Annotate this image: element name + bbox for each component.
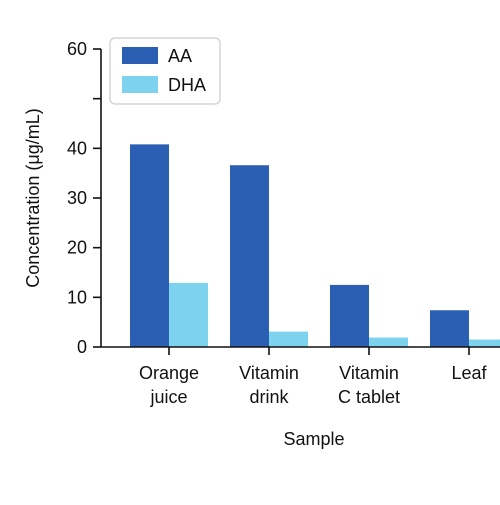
legend-swatch-dha bbox=[122, 76, 158, 93]
x-tick-label: Leaf bbox=[451, 363, 487, 383]
y-tick-label: 40 bbox=[67, 138, 87, 158]
x-tick-label: Vitamin drink bbox=[239, 363, 299, 407]
x-tick-label: Vitamin C tablet bbox=[338, 363, 400, 407]
x-axis-title: Sample bbox=[283, 429, 344, 449]
bar-dha-1 bbox=[269, 331, 308, 347]
bar-dha-3 bbox=[469, 339, 500, 347]
legend-swatch-aa bbox=[122, 47, 158, 64]
bar-aa-2 bbox=[330, 284, 369, 347]
legend-label-aa: AA bbox=[168, 46, 192, 66]
y-axis-title: Concentration (μg/mL) bbox=[23, 108, 43, 287]
y-tick-label: 20 bbox=[67, 238, 87, 258]
y-tick-label: 0 bbox=[77, 337, 87, 357]
bar-aa-3 bbox=[430, 310, 469, 347]
bar-aa-0 bbox=[130, 144, 169, 347]
y-tick-label: 60 bbox=[67, 39, 87, 59]
bar-aa-1 bbox=[230, 165, 269, 347]
y-tick-label: 30 bbox=[67, 188, 87, 208]
legend-label-dha: DHA bbox=[168, 75, 206, 95]
x-tick-label: Orange juice bbox=[139, 363, 199, 407]
bar-dha-0 bbox=[169, 282, 208, 347]
bar-dha-2 bbox=[369, 337, 408, 347]
y-tick-label: 10 bbox=[67, 287, 87, 307]
